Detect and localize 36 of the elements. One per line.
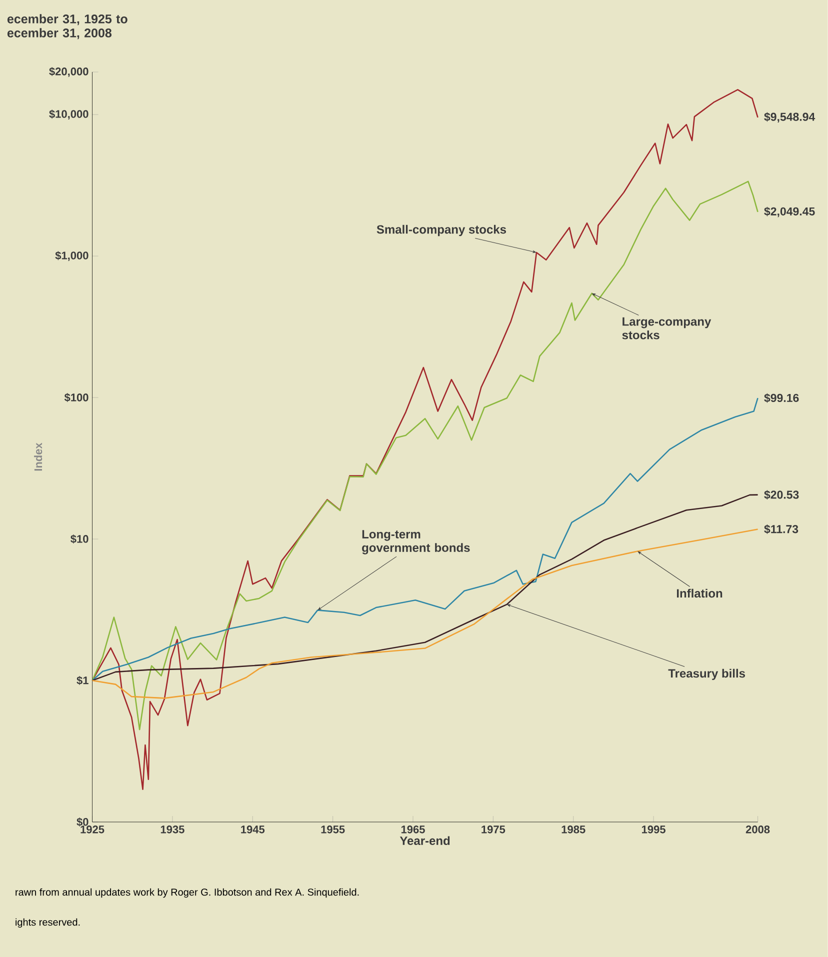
data-label: $11.73: [764, 524, 798, 534]
chart-title: ecember 31, 1925 to ecember 31, 2008: [8, 14, 128, 40]
y-tick-label: $20,000: [49, 67, 88, 77]
text: Small-company stocks: [376, 224, 506, 236]
x-tick-label: 1975: [482, 826, 506, 834]
x-tick-label: 1955: [321, 826, 345, 834]
line-series: [92, 528, 759, 699]
line-series: [92, 397, 759, 682]
y-tick-label: $1,000: [55, 251, 88, 261]
text: ights reserved.: [16, 918, 80, 928]
line-series: [92, 89, 759, 790]
y-axis-title: Index: [34, 442, 42, 471]
text: Treasury bills: [668, 668, 746, 680]
x-axis-title: Year-end: [400, 836, 450, 846]
line-series: [92, 180, 759, 730]
x-tick-label: 1935: [161, 826, 184, 834]
y-tick-label: $100: [64, 393, 88, 402]
text: rawn from annual updates work by Roger G. Ibbotson and Rex A. Sinquefield.: [16, 888, 359, 898]
y-tick-label: $10,000: [49, 110, 88, 120]
x-tick-label: 1945: [241, 826, 265, 834]
data-label: $9,548.94: [764, 112, 816, 123]
y-tick-label: $0: [76, 818, 88, 826]
data-label: $99.16: [764, 393, 799, 403]
text: Inflation: [677, 588, 722, 598]
y-tick-label: $1: [76, 676, 89, 685]
x-tick-label: 2008: [746, 826, 770, 834]
y-tick-label: $10: [70, 534, 88, 544]
text: Long-term government bonds: [362, 530, 470, 554]
data-label: $20.53: [764, 490, 799, 500]
x-tick-label: 1925: [80, 826, 104, 834]
legend-label: Large-company stocks: [622, 317, 712, 340]
x-tick-label: 1995: [642, 826, 666, 834]
x-tick-label: 1985: [562, 826, 586, 834]
x-tick-label: 1965: [402, 826, 426, 834]
line-series: [92, 494, 759, 682]
data-label: $2,049.45: [764, 206, 815, 218]
